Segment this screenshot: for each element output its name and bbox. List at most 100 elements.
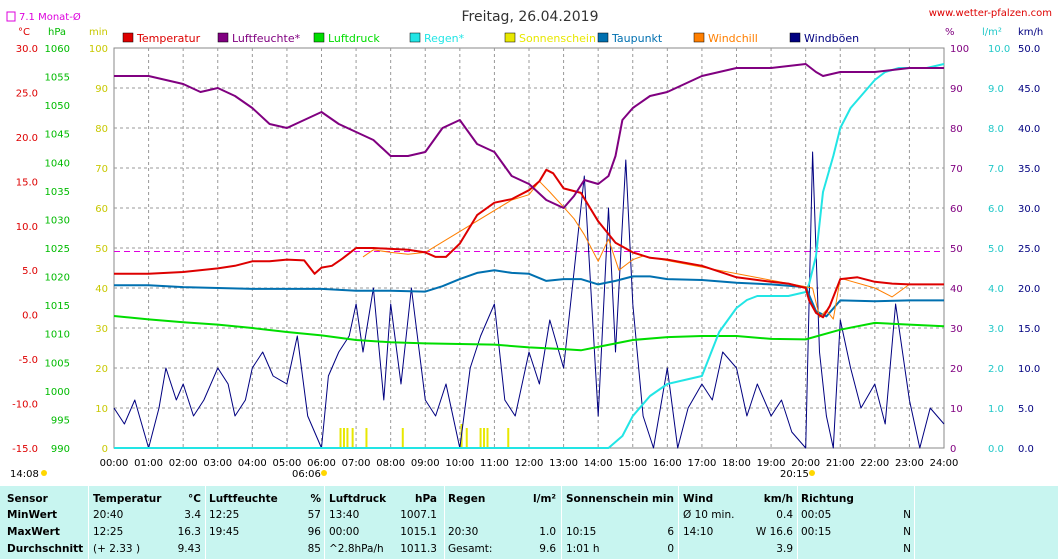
y-tick-wind_kmh: 30.0 — [1018, 204, 1040, 215]
stats-cell-value: 96 — [307, 526, 321, 538]
series-line-0 — [114, 168, 944, 319]
legend-swatch — [409, 32, 421, 43]
stats-row: 20:40 3.4 — [93, 508, 201, 523]
x-tick-label: 11:00 — [480, 458, 509, 469]
stats-cell-label: Sonnenschein — [566, 493, 649, 505]
stats-cell-label: 00:05 — [801, 509, 832, 521]
y-tick-rain_lm2: 9.0 — [988, 84, 1004, 95]
y-tick-temp_c: 20.0 — [16, 133, 38, 144]
y-tick-rain_lm2: 0.0 — [988, 444, 1004, 455]
x-tick-label: 01:00 — [134, 458, 163, 469]
stats-cell-label: 10:15 — [566, 526, 597, 538]
y-tick-sun_min: 60 — [95, 204, 108, 215]
y-tick-rain_lm2: 1.0 — [988, 404, 1004, 415]
stats-cell-value: N — [903, 526, 911, 538]
y-tick-pressure_hpa: 1040 — [45, 158, 70, 169]
stats-header: Sensor — [7, 492, 85, 507]
stats-cell-value: 9.6 — [539, 543, 556, 555]
stats-cell-value: 1.0 — [539, 526, 556, 538]
y-tick-temp_c: 5.0 — [22, 266, 38, 277]
y-tick-rain_lm2: 4.0 — [988, 284, 1004, 295]
y-tick-sun_min: 90 — [95, 84, 108, 95]
x-tick-label: 09:00 — [411, 458, 440, 469]
y-tick-wind_kmh: 45.0 — [1018, 84, 1040, 95]
stats-cell-label: Luftfeuchte — [209, 493, 278, 505]
stats-row: 20:30 1.0 — [448, 525, 556, 540]
stats-separator — [797, 486, 798, 559]
y-tick-rain_lm2: 8.0 — [988, 124, 1004, 135]
y-tick-pressure_hpa: 1035 — [45, 187, 70, 198]
y-tick-rain_lm2: 6.0 — [988, 204, 1004, 215]
stats-cell-label: 1:01 h — [566, 543, 600, 555]
y-tick-humidity_pct: 60 — [950, 204, 963, 215]
stats-cell-label: (+ 2.33 ) — [93, 543, 141, 555]
monat-legend-box — [6, 11, 16, 22]
sunset-label: 20:15 — [780, 469, 809, 480]
series-lines — [113, 63, 945, 449]
unit-hpa: hPa — [48, 27, 66, 38]
y-tick-wind_kmh: 0.0 — [1018, 444, 1034, 455]
y-tick-humidity_pct: 30 — [950, 324, 963, 335]
x-tick-label: 14:00 — [584, 458, 613, 469]
stats-column: Luftfeuchte% 12:25 57 19:45 96 85 — [209, 486, 321, 559]
stats-cell-label: 12:25 — [93, 526, 124, 538]
y-tick-sun_min: 80 — [95, 124, 108, 135]
stats-cell-label: Richtung — [801, 493, 854, 505]
stats-row — [448, 508, 556, 523]
sunrise-icon — [321, 470, 327, 476]
x-tick-label: 20:00 — [791, 458, 820, 469]
y-tick-wind_kmh: 20.0 — [1018, 284, 1040, 295]
stats-row: 13:40 1007.1 — [329, 508, 437, 523]
stats-column: Temperatur °C 20:40 3.4 12:25 16.3 (+ 2.33 ) 9.… — [93, 486, 201, 559]
y-tick-temp_c: 30.0 — [16, 44, 38, 55]
stats-cell-label: 20:40 — [93, 509, 124, 521]
stats-separator — [444, 486, 445, 559]
y-tick-wind_kmh: 35.0 — [1018, 164, 1040, 175]
legend-swatch — [313, 32, 325, 43]
y-tick-pressure_hpa: 995 — [51, 415, 70, 426]
stats-separator — [561, 486, 562, 559]
stats-row: 12:25 57 — [209, 508, 321, 523]
stats-row: 12:25 16.3 — [93, 525, 201, 540]
y-tick-pressure_hpa: 1005 — [45, 358, 70, 369]
stats-cell-label: 00:15 — [801, 526, 832, 538]
y-tick-humidity_pct: 20 — [950, 364, 963, 375]
stats-header: Sonnenschein min — [566, 492, 674, 507]
x-tick-label: 02:00 — [169, 458, 198, 469]
stats-column: Regen l/m² 20:30 1.0 Gesamt: 9.6 — [448, 486, 556, 559]
series-line-1 — [114, 63, 944, 209]
stats-cell-label: 00:00 — [329, 526, 360, 538]
y-tick-pressure_hpa: 1050 — [45, 101, 70, 112]
y-tick-temp_c: -15.0 — [12, 444, 38, 455]
x-tick-label: 24:00 — [930, 458, 959, 469]
sunshine-bar — [479, 428, 482, 448]
sunshine-bar — [507, 428, 510, 448]
stats-cell-value: 1011.3 — [400, 543, 437, 555]
series-line-2 — [113, 315, 945, 352]
stats-header: Richtung — [801, 492, 911, 507]
stats-separator — [205, 486, 206, 559]
moon-icon — [41, 470, 47, 476]
y-tick-temp_c: 10.0 — [16, 222, 38, 233]
sunshine-bar — [483, 428, 486, 448]
legend-label: Taupunkt — [611, 32, 663, 45]
stats-row — [566, 508, 674, 523]
x-tick-label: 23:00 — [895, 458, 924, 469]
y-tick-wind_kmh: 10.0 — [1018, 364, 1040, 375]
y-tick-pressure_hpa: 1025 — [45, 244, 70, 255]
y-tick-temp_c: 25.0 — [16, 88, 38, 99]
stats-cell-value: °C — [188, 493, 201, 505]
y-tick-pressure_hpa: 1020 — [45, 273, 70, 284]
x-tick-label: 07:00 — [342, 458, 371, 469]
stats-header: Luftdruck hPa — [329, 492, 437, 507]
y-tick-sun_min: 0 — [102, 444, 108, 455]
stats-table: Sensor MinWert MaxWert Durchschnitt Temperat… — [0, 486, 1058, 559]
stats-cell-value: l/m² — [533, 493, 556, 505]
x-tick-label: 18:00 — [722, 458, 751, 469]
sunshine-bar — [486, 428, 489, 448]
stats-cell-label: Luftdruck — [329, 493, 387, 505]
x-tick-label: 06:00 — [307, 458, 336, 469]
stats-cell-value: 57 — [307, 509, 321, 521]
sunshine-bar — [351, 428, 354, 448]
weather-chart: Freitag, 26.04.2019 www.wetter-pfalzen.c… — [6, 8, 1052, 480]
